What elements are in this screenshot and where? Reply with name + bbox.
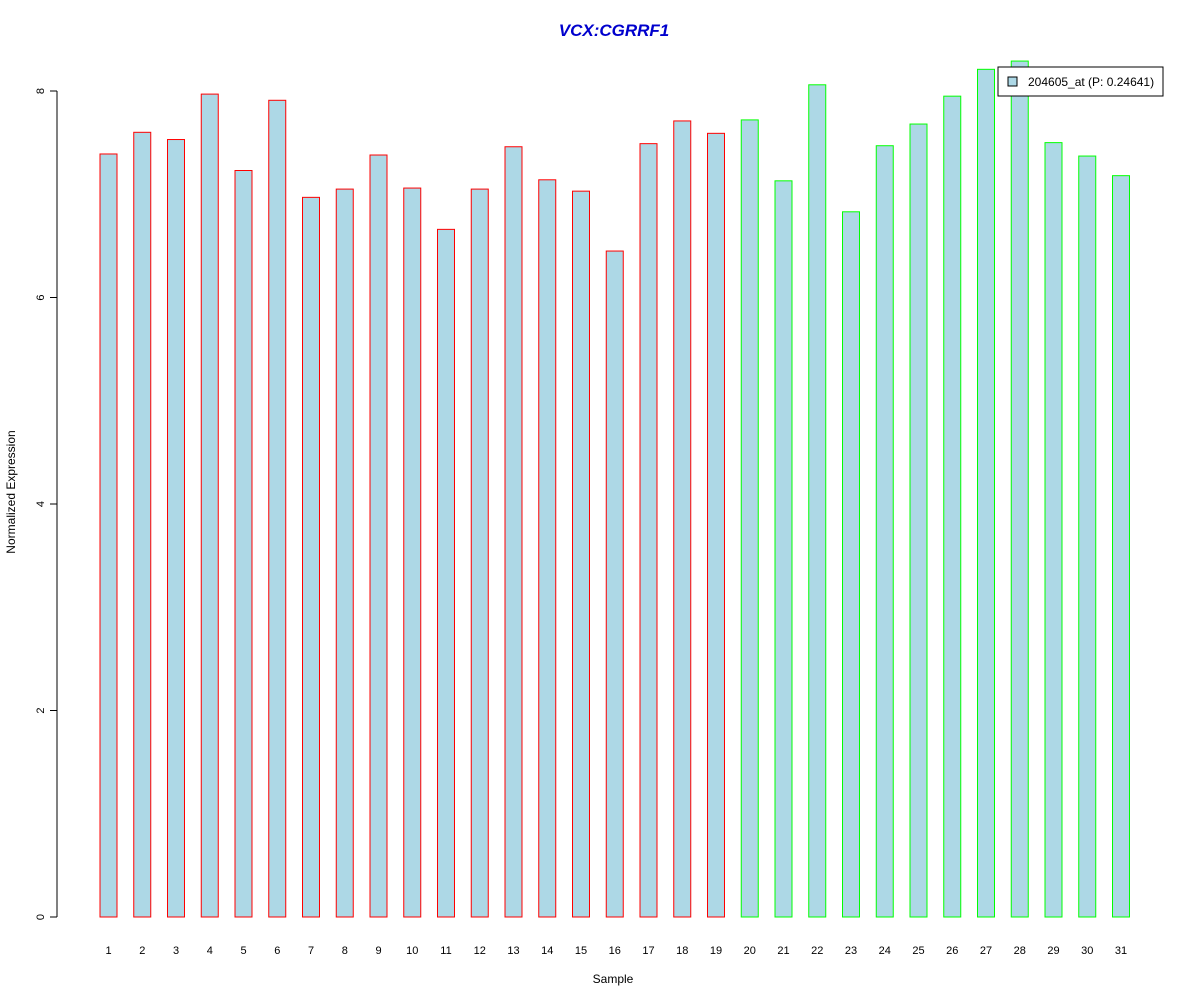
x-axis-title: Sample — [593, 972, 634, 986]
bar-sample-9 — [369, 154, 388, 918]
bar-sample-2 — [133, 131, 152, 918]
legend-box — [997, 66, 1164, 97]
bar-sample-1 — [99, 153, 118, 918]
x-tick-label: 14 — [541, 945, 553, 957]
x-tick-labels: 1 2 3 4 5 6 7 8 9 10 11 12 13 14 15 16 17 18 19 20 21 22 23 24 2… — [105, 945, 1127, 957]
x-tick-label: 2 — [139, 945, 145, 957]
x-tick-label: 7 — [308, 945, 314, 957]
x-tick-label: 22 — [811, 945, 823, 957]
x-tick-label: 23 — [845, 945, 857, 957]
y-tick-label: 0 — [35, 914, 47, 920]
x-tick-label: 11 — [440, 945, 451, 957]
y-axis-title: Normalized Expression — [4, 430, 18, 553]
x-tick-label: 29 — [1047, 945, 1059, 957]
y-axis: 0 2 4 6 8 — [35, 88, 58, 920]
x-tick-label: 9 — [375, 945, 381, 957]
bar-sample-30 — [1078, 155, 1097, 918]
bar-sample-7 — [302, 196, 320, 918]
y-tick-label: 8 — [35, 88, 47, 94]
bar-sample-17 — [639, 143, 658, 918]
bar-sample-26 — [943, 95, 962, 918]
bars — [99, 60, 1130, 918]
bar-sample-4 — [200, 93, 219, 918]
x-tick-label: 15 — [575, 945, 587, 957]
bar-sample-16 — [605, 250, 624, 918]
x-tick-label: 5 — [240, 945, 246, 957]
bar-sample-25 — [909, 123, 928, 918]
bar-sample-22 — [808, 84, 827, 918]
bar-sample-27 — [977, 68, 995, 918]
bar-sample-21 — [774, 180, 793, 918]
legend-swatch — [1007, 76, 1018, 87]
bar-sample-15 — [572, 190, 590, 918]
x-tick-label: 13 — [507, 945, 519, 957]
x-tick-label: 25 — [912, 945, 924, 957]
x-tick-label: 30 — [1081, 945, 1093, 957]
bar-sample-20 — [740, 119, 759, 918]
x-tick-label: 18 — [676, 945, 688, 957]
bar-sample-14 — [538, 179, 557, 918]
x-tick-label: 24 — [879, 945, 891, 957]
x-tick-label: 19 — [710, 945, 722, 957]
chart-title: VCX:CGRRF1 — [559, 21, 670, 40]
x-tick-label: 17 — [642, 945, 654, 957]
x-tick-label: 26 — [946, 945, 958, 957]
bar-sample-8 — [335, 188, 354, 918]
x-tick-label: 10 — [406, 945, 418, 957]
x-tick-label: 3 — [173, 945, 179, 957]
bar-sample-12 — [470, 188, 489, 918]
bar-sample-23 — [842, 211, 860, 918]
x-tick-label: 28 — [1014, 945, 1026, 957]
bar-sample-6 — [268, 99, 287, 918]
x-tick-label: 8 — [342, 945, 348, 957]
bar-sample-18 — [673, 120, 692, 918]
bar-sample-11 — [437, 228, 455, 918]
x-tick-label: 16 — [609, 945, 621, 957]
x-tick-label: 21 — [777, 945, 789, 957]
bar-sample-28 — [1010, 60, 1029, 918]
y-tick-label: 4 — [35, 501, 47, 507]
y-tick-label: 2 — [35, 707, 47, 713]
bar-sample-3 — [167, 139, 185, 918]
x-tick-label: 20 — [744, 945, 756, 957]
x-tick-label: 6 — [274, 945, 280, 957]
x-tick-label: 12 — [474, 945, 486, 957]
y-tick-label: 6 — [35, 294, 47, 300]
bar-sample-13 — [504, 146, 523, 918]
bar-sample-29 — [1044, 142, 1063, 918]
bar-sample-5 — [234, 170, 253, 918]
x-tick-label: 31 — [1115, 945, 1127, 957]
bar-sample-10 — [403, 187, 422, 918]
x-tick-label: 1 — [105, 945, 111, 957]
bar-sample-24 — [875, 145, 894, 918]
x-tick-label: 4 — [207, 945, 213, 957]
legend-label: 204605_at (P: 0.24641) — [1028, 75, 1154, 89]
legend: 204605_at (P: 0.24641) — [997, 66, 1164, 97]
x-tick-label: 27 — [980, 945, 992, 957]
bar-sample-31 — [1112, 175, 1130, 918]
bar-sample-19 — [707, 132, 725, 918]
